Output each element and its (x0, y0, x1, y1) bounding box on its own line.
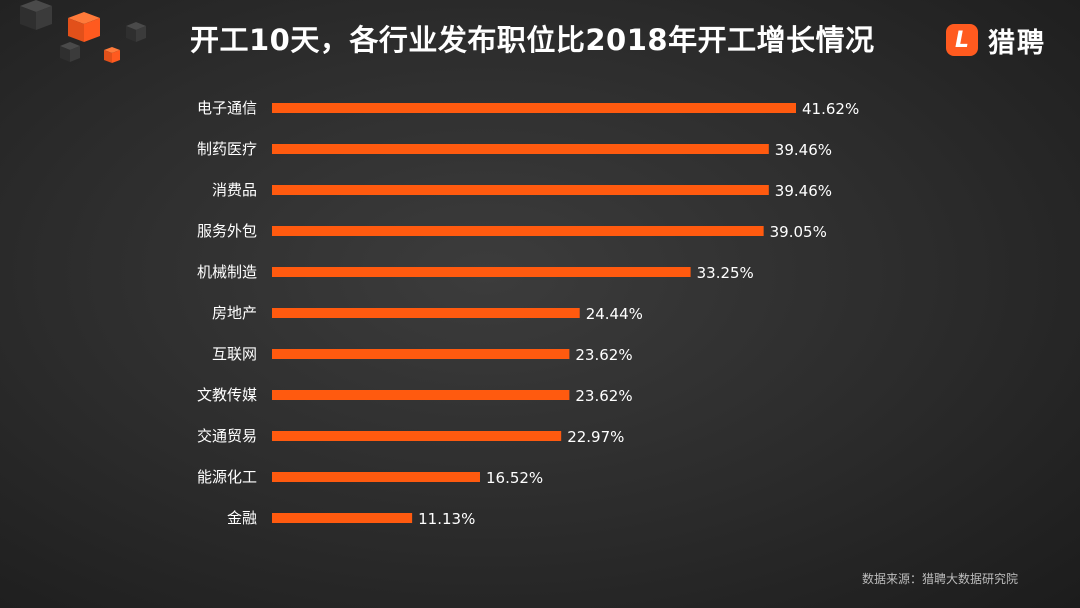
bar (272, 431, 562, 441)
value-label: 16.52% (486, 469, 543, 487)
data-source: 数据来源：猎聘大数据研究院 (862, 572, 1019, 586)
bar (272, 513, 413, 523)
bar (272, 185, 769, 195)
category-label: 电子通信 (197, 99, 257, 117)
category-label: 消费品 (212, 181, 257, 199)
liepin-logo: L 猎聘 (946, 20, 1046, 60)
grey-cube-small-icon (60, 42, 80, 62)
category-label: 交通贸易 (197, 427, 257, 445)
value-label: 24.44% (586, 305, 643, 323)
value-label: 39.46% (775, 141, 832, 159)
value-label: 11.13% (418, 510, 475, 528)
bar (272, 226, 764, 236)
category-label: 服务外包 (197, 222, 257, 240)
value-label: 41.62% (802, 100, 859, 118)
category-label: 机械制造 (197, 263, 257, 281)
value-label: 39.05% (770, 223, 827, 241)
category-label: 制药医疗 (197, 140, 257, 158)
logo-text: 猎聘 (988, 27, 1046, 59)
logo-mark-icon: L (946, 24, 978, 56)
grey-cube-large-icon (20, 0, 52, 30)
category-label: 能源化工 (197, 468, 257, 486)
category-label: 互联网 (212, 345, 257, 363)
bar (272, 349, 570, 359)
bar (272, 103, 796, 113)
bar (272, 308, 580, 318)
value-label: 39.46% (775, 182, 832, 200)
value-label: 23.62% (575, 387, 632, 405)
value-label: 33.25% (697, 264, 754, 282)
category-label: 房地产 (212, 304, 257, 322)
value-label: 22.97% (567, 428, 624, 446)
bar (272, 144, 769, 154)
orange-cube-small-icon (104, 47, 120, 63)
bar (272, 390, 570, 400)
grey-cube-right-icon (126, 22, 146, 42)
chart-title: 开工10天，各行业发布职位比2018年开工增长情况 (190, 23, 875, 57)
bar (272, 267, 691, 277)
decorative-cubes (20, 0, 146, 63)
category-label: 金融 (227, 509, 257, 527)
bar (272, 472, 480, 482)
orange-cube-large-icon (68, 12, 100, 42)
value-label: 23.62% (575, 346, 632, 364)
category-label: 文教传媒 (197, 386, 257, 404)
